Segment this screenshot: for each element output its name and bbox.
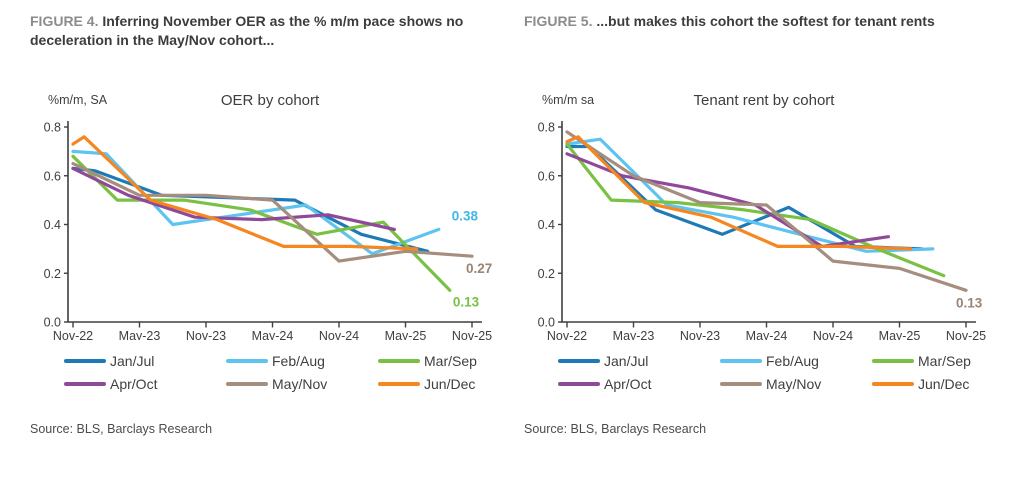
x-tick-label: May-23 <box>119 329 161 340</box>
x-tick-label: Nov-25 <box>946 329 986 340</box>
tenant-rent-chart-legend: Jan/Jul Feb/Aug Mar/Sep Apr/Oct May/Nov Jun/D… <box>524 352 1020 393</box>
x-tick-label: May-23 <box>613 329 655 340</box>
figure-5-label: FIGURE 5. <box>524 13 593 29</box>
legend-label-mar-sep: Mar/Sep <box>918 353 971 369</box>
oer-by-cohort-chart: %m/m, SA OER by cohort 0.0 0.2 0.4 0.6 0.8 Nov-… <box>44 92 493 340</box>
legend-item-may-nov: May/Nov <box>226 375 378 393</box>
x-tick-label: Nov-23 <box>186 329 226 340</box>
legend-swatch-jun-dec <box>872 382 914 386</box>
x-tick-label: Nov-24 <box>319 329 359 340</box>
x-tick-label: Nov-22 <box>547 329 587 340</box>
series-line-feb-aug <box>71 149 441 256</box>
legend-item-jun-dec: Jun/Dec <box>872 375 1020 393</box>
series-line-mar-sep <box>71 154 452 292</box>
series-line-jun-dec <box>71 135 419 251</box>
legend-label-jan-jul: Jan/Jul <box>110 353 155 369</box>
figure-4-source: Source: BLS, Barclays Research <box>30 422 213 436</box>
y-tick-label: 0.8 <box>538 121 555 135</box>
legend-item-apr-oct: Apr/Oct <box>558 375 720 393</box>
x-tick-label: Nov-23 <box>680 329 720 340</box>
legend-swatch-apr-oct <box>64 382 106 386</box>
chart-title: OER by cohort <box>221 92 320 109</box>
series-line-apr-oct <box>71 166 396 231</box>
legend-item-may-nov: May/Nov <box>720 375 872 393</box>
y-tick-label: 0.2 <box>538 267 555 281</box>
legend-swatch-mar-sep <box>378 359 420 363</box>
legend-swatch-feb-aug <box>226 359 268 363</box>
series-line-may-nov <box>71 161 474 263</box>
legend-label-apr-oct: Apr/Oct <box>110 376 158 392</box>
legend-label-may-nov: May/Nov <box>272 376 328 392</box>
series-line-may-nov <box>565 130 968 292</box>
figure-4-title: FIGURE 4. Inferring November OER as the … <box>30 12 492 49</box>
legend-swatch-jan-jul <box>558 359 600 363</box>
legend-label-feb-aug: Feb/Aug <box>766 353 819 369</box>
figure-4-panel: FIGURE 4. Inferring November OER as the … <box>30 0 508 479</box>
legend-swatch-jun-dec <box>378 382 420 386</box>
legend-label-mar-sep: Mar/Sep <box>424 353 477 369</box>
legend-item-mar-sep: Mar/Sep <box>872 352 1020 370</box>
y-tick-label: 0.4 <box>44 218 61 232</box>
figure-4-label: FIGURE 4. <box>30 13 99 29</box>
legend-swatch-feb-aug <box>720 359 762 363</box>
x-tick-label: May-25 <box>385 329 427 340</box>
legend-label-jun-dec: Jun/Dec <box>424 376 476 392</box>
legend-label-jun-dec: Jun/Dec <box>918 376 970 392</box>
axes <box>67 121 482 323</box>
figure-4-title-text: Inferring November OER as the % m/m pace… <box>30 13 464 48</box>
figure-5-source: Source: BLS, Barclays Research <box>524 422 707 436</box>
y-tick-label: 0.2 <box>44 267 61 281</box>
x-tick-label: Nov-24 <box>813 329 853 340</box>
x-tick-label: May-24 <box>746 329 788 340</box>
chart-title: Tenant rent by cohort <box>694 92 836 109</box>
data-label-may-nov: 0.27 <box>466 261 492 276</box>
y-tick-label: 0.0 <box>44 316 61 330</box>
oer-chart-legend: Jan/Jul Feb/Aug Mar/Sep Apr/Oct May/Nov Jun/D… <box>30 352 526 393</box>
legend-item-jun-dec: Jun/Dec <box>378 375 526 393</box>
y-axis-unit-label: %m/m sa <box>542 93 594 107</box>
legend-label-apr-oct: Apr/Oct <box>604 376 652 392</box>
x-tick-label: May-25 <box>879 329 921 340</box>
legend-item-jan-jul: Jan/Jul <box>64 352 226 370</box>
data-label-may-nov: 0.13 <box>956 295 983 310</box>
x-tick-label: Nov-22 <box>53 329 93 340</box>
legend-swatch-may-nov <box>226 382 268 386</box>
figure-5-panel: FIGURE 5. ...but makes this cohort the s… <box>524 0 1002 479</box>
y-tick-label: 0.0 <box>538 316 555 330</box>
legend-swatch-may-nov <box>720 382 762 386</box>
legend-label-feb-aug: Feb/Aug <box>272 353 325 369</box>
data-label-feb-aug: 0.38 <box>452 208 479 223</box>
legend-swatch-mar-sep <box>872 359 914 363</box>
y-tick-label: 0.6 <box>44 169 61 183</box>
series-line-feb-aug <box>565 137 935 253</box>
figure-5-title: FIGURE 5. ...but makes this cohort the s… <box>524 12 986 31</box>
y-tick-label: 0.8 <box>44 121 61 135</box>
figure-5-title-text: ...but makes this cohort the softest for… <box>596 13 935 29</box>
legend-item-mar-sep: Mar/Sep <box>378 352 526 370</box>
axes <box>561 121 976 323</box>
series-line-jun-dec <box>565 135 913 251</box>
legend-label-may-nov: May/Nov <box>766 376 822 392</box>
legend-label-jan-jul: Jan/Jul <box>604 353 649 369</box>
y-axis-unit-label: %m/m, SA <box>48 93 108 107</box>
legend-swatch-jan-jul <box>64 359 106 363</box>
legend-item-feb-aug: Feb/Aug <box>226 352 378 370</box>
x-tick-label: May-24 <box>252 329 294 340</box>
legend-item-jan-jul: Jan/Jul <box>558 352 720 370</box>
legend-item-feb-aug: Feb/Aug <box>720 352 872 370</box>
x-tick-label: Nov-25 <box>452 329 492 340</box>
legend-item-apr-oct: Apr/Oct <box>64 375 226 393</box>
tenant-rent-by-cohort-chart: %m/m sa Tenant rent by cohort 0.0 0.2 0.4 0.6… <box>538 92 987 340</box>
data-label-mar-sep: 0.13 <box>453 294 480 309</box>
y-tick-label: 0.4 <box>538 218 555 232</box>
y-tick-label: 0.6 <box>538 169 555 183</box>
legend-swatch-apr-oct <box>558 382 600 386</box>
